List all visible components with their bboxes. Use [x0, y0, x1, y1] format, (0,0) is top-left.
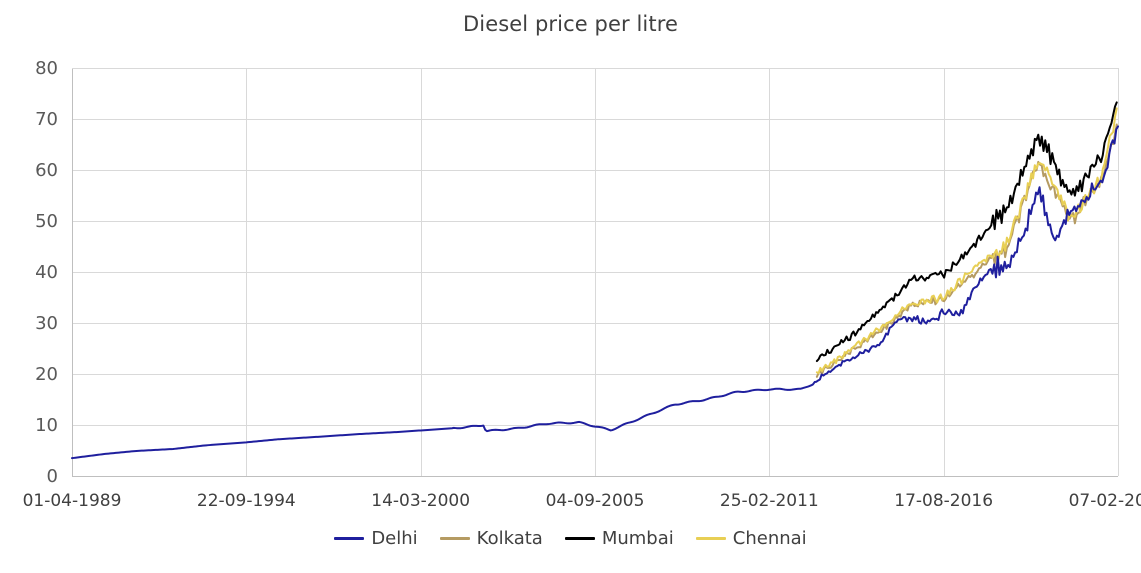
- legend-item-mumbai[interactable]: Mumbai: [564, 528, 674, 549]
- legend-swatch-chennai: [695, 537, 726, 540]
- legend-label: Chennai: [732, 528, 807, 549]
- y-axis-tick-label: 20: [35, 364, 58, 385]
- x-axis-tick-label: 01-04-1989: [23, 491, 122, 511]
- series-line-chennai: [815, 107, 1118, 375]
- x-axis-tick-label: 07-02-2022: [1069, 491, 1141, 511]
- x-axis-tick-labels: 01-04-1989 22-09-1994 14-03-2000 04-09-2005…: [23, 491, 1141, 511]
- x-axis-tick-label: 22-09-1994: [197, 491, 296, 511]
- gridlines-group: [72, 68, 1119, 477]
- legend-label: Delhi: [371, 528, 418, 549]
- y-axis-tick-labels: 0 10 20 30 40 50 60 70 80: [35, 58, 58, 487]
- y-axis-tick-label: 60: [35, 160, 58, 181]
- legend-item-chennai[interactable]: Chennai: [695, 528, 807, 549]
- x-axis-tick-label: 25-02-2011: [720, 491, 819, 511]
- series-line-delhi: [71, 125, 1119, 460]
- legend-item-delhi[interactable]: Delhi: [334, 528, 418, 549]
- legend-swatch-mumbai: [564, 537, 595, 540]
- data-series-group: [71, 101, 1119, 460]
- y-axis-tick-label: 50: [35, 211, 58, 232]
- plot-area: 0 10 20 30 40 50 60 70 80 01-04-1989 22-09-1994 14…: [23, 58, 1141, 511]
- x-axis-tick-label: 17-08-2016: [894, 491, 993, 511]
- x-axis-tick-label: 14-03-2000: [371, 491, 470, 511]
- legend-label: Kolkata: [476, 528, 543, 549]
- y-axis-tick-label: 10: [35, 415, 58, 436]
- y-axis-tick-label: 30: [35, 313, 58, 334]
- y-axis-tick-label: 70: [35, 109, 58, 130]
- legend-swatch-kolkata: [439, 537, 470, 540]
- x-axis-tick-label: 04-09-2005: [546, 491, 645, 511]
- series-line-kolkata: [815, 123, 1118, 378]
- y-axis-tick-label: 40: [35, 262, 58, 283]
- y-axis-tick-label: 80: [35, 58, 58, 79]
- legend-swatch-delhi: [334, 537, 365, 540]
- legend-item-kolkata[interactable]: Kolkata: [439, 528, 543, 549]
- chart-legend: Delhi Kolkata Mumbai Chennai: [0, 528, 1141, 549]
- chart-title: Diesel price per litre: [463, 12, 678, 36]
- legend-label: Mumbai: [601, 528, 674, 549]
- y-axis-tick-label: 0: [47, 466, 58, 487]
- series-line-mumbai: [815, 101, 1118, 363]
